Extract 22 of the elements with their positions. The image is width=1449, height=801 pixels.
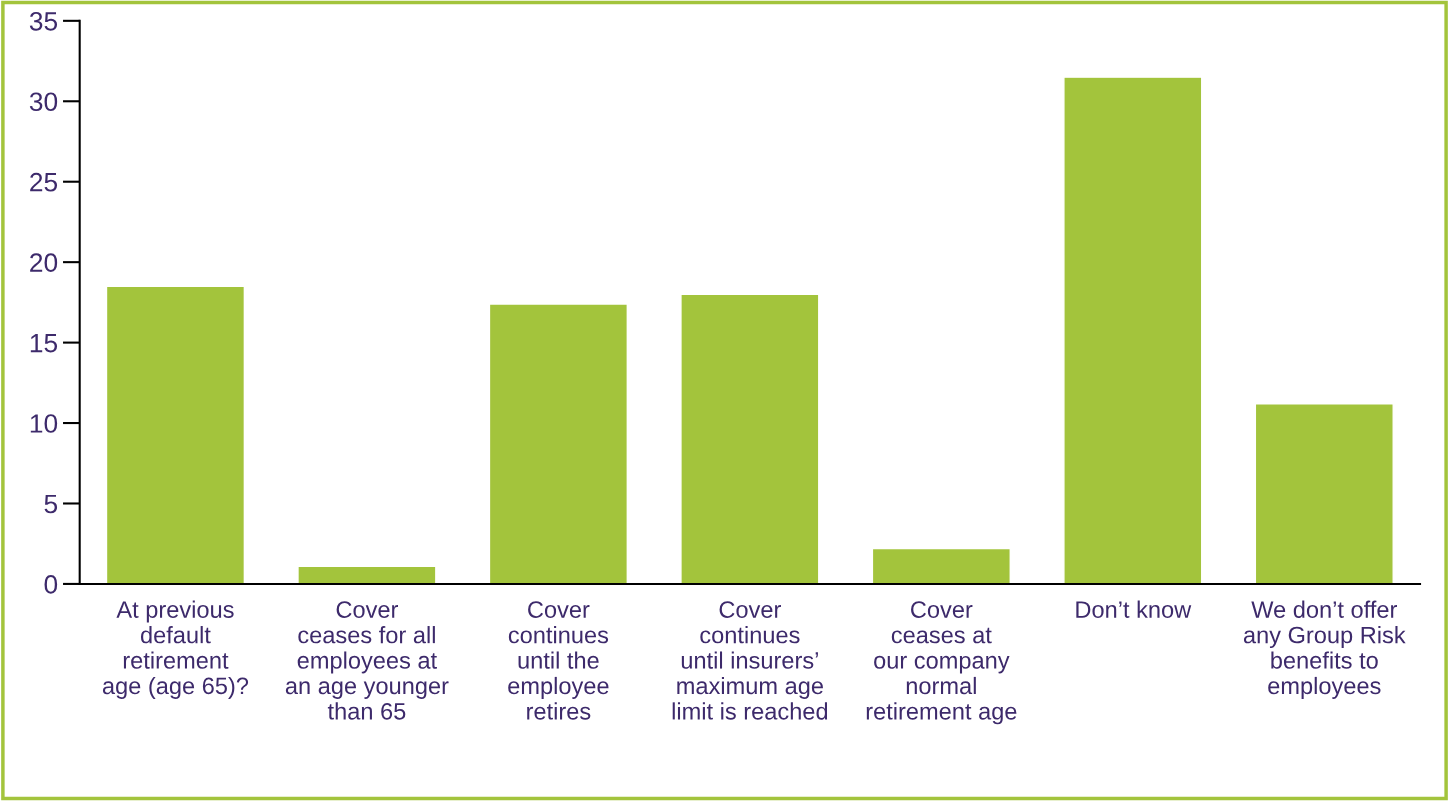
bar [105, 285, 246, 584]
x-tick-label: At previous default retirement age (age 65)? [102, 600, 249, 699]
y-tick-label: 25 [30, 172, 58, 192]
bar [871, 547, 1011, 584]
y-tick-label: 0 [44, 575, 58, 594]
x-tick-label: Cover ceases for all employees at an age younger than 65 [285, 601, 449, 720]
bar [297, 565, 437, 584]
bar [1254, 403, 1394, 584]
x-tick-label: Cover continues until the employee retires [508, 601, 609, 720]
y-tick-label: 35 [29, 11, 58, 31]
x-tick-label: Cover ceases at our company normal retirement age [866, 601, 1017, 725]
bar [1063, 76, 1203, 584]
y-tick-label: 20 [30, 253, 58, 272]
x-tick-label: Don’t know [1076, 600, 1192, 618]
x-tick-label: We don’t offer any Group Risk benefits to employees [1243, 600, 1406, 699]
bar [488, 303, 629, 584]
x-tick-label: Cover continues until insurers’ maximum age limit is reached [672, 601, 828, 720]
bar [680, 293, 820, 584]
y-tick-label: 15 [30, 334, 58, 353]
y-tick-label: 10 [30, 414, 58, 433]
y-tick-label: 30 [29, 92, 58, 112]
y-tick-label: 5 [44, 494, 58, 514]
